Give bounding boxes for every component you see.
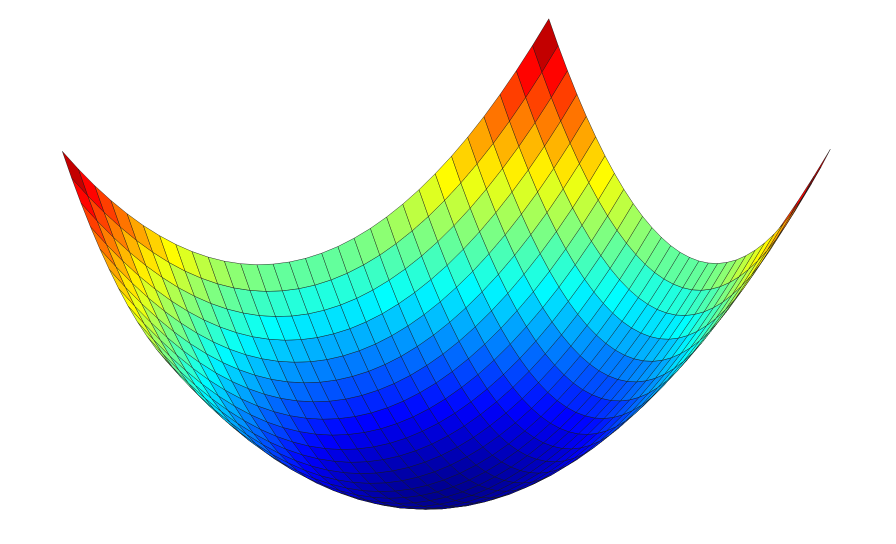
surface-mesh [62,18,831,510]
surface-facet [766,211,793,251]
surface-facet [532,18,559,73]
surface-facet [757,223,784,262]
surface-facet [62,151,89,197]
